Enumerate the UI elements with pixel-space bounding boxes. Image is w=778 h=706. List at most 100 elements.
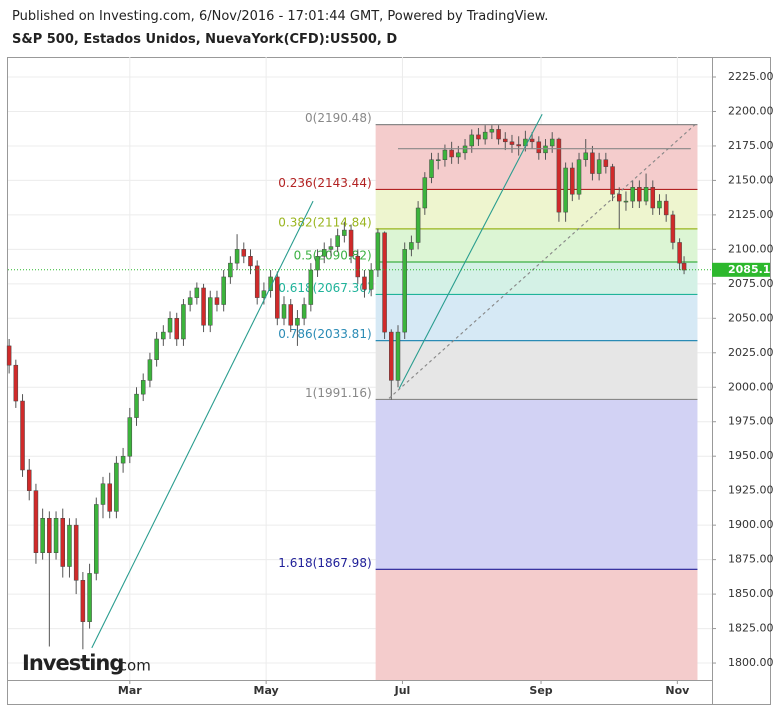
candle-body bbox=[382, 232, 387, 333]
candle-body bbox=[187, 297, 193, 305]
fib-band bbox=[375, 124, 698, 190]
candle-body bbox=[40, 518, 45, 553]
fib-label: 0.382(2114.84) bbox=[278, 215, 371, 229]
logo-suffix: .com bbox=[114, 657, 151, 675]
trend-line bbox=[388, 122, 698, 399]
candle-body bbox=[114, 462, 119, 512]
candle-body bbox=[576, 159, 582, 195]
candle-body bbox=[516, 144, 521, 147]
candle-body bbox=[100, 483, 106, 505]
candle-body bbox=[154, 338, 159, 360]
fib-band bbox=[375, 569, 698, 680]
x-tick-label: Mar bbox=[118, 684, 142, 697]
candle-body bbox=[181, 304, 186, 340]
last-price-label: 2085.18 bbox=[728, 263, 778, 276]
candle-body bbox=[657, 200, 662, 209]
candle-body bbox=[422, 177, 428, 209]
candle-body bbox=[368, 269, 374, 290]
fib-band bbox=[375, 228, 698, 263]
published-note: Published on Investing.com, 6/Nov/2016 -… bbox=[12, 9, 549, 24]
candle-body bbox=[456, 152, 461, 158]
candle-body bbox=[389, 331, 394, 381]
candle-body bbox=[476, 134, 481, 140]
candle-body bbox=[167, 318, 173, 333]
candle-body bbox=[321, 249, 327, 257]
candle-body bbox=[214, 297, 220, 305]
x-tick-label: Nov bbox=[665, 684, 690, 697]
candle-body bbox=[281, 304, 287, 319]
candle-body bbox=[47, 518, 52, 553]
logo-name: Investing bbox=[22, 651, 123, 675]
candle-body bbox=[241, 249, 247, 257]
candle-body bbox=[288, 304, 293, 326]
y-tick-label: 1800.00 bbox=[728, 656, 774, 669]
candle-body bbox=[681, 262, 687, 271]
candle-body bbox=[301, 304, 307, 319]
y-tick-label: 1950.00 bbox=[728, 449, 774, 462]
candle-body bbox=[610, 166, 615, 195]
candle-body bbox=[147, 359, 153, 381]
candle-body bbox=[509, 141, 515, 145]
candle-body bbox=[308, 269, 314, 305]
candle-body bbox=[342, 229, 347, 236]
y-tick-label: 1825.00 bbox=[728, 622, 774, 635]
candle-body bbox=[6, 345, 12, 366]
candle-body bbox=[523, 138, 528, 147]
candle-body bbox=[549, 138, 555, 147]
candle-body bbox=[650, 187, 656, 209]
y-tick-label: 2175.00 bbox=[728, 139, 774, 152]
candle-body bbox=[348, 229, 354, 257]
fib-label: 0.618(2067.30) bbox=[278, 281, 371, 295]
candle-body bbox=[670, 214, 676, 243]
candle-body bbox=[630, 187, 635, 202]
y-tick-label: 2200.00 bbox=[728, 104, 774, 117]
candle-body bbox=[449, 149, 454, 158]
candle-body bbox=[677, 242, 682, 264]
x-tick-label: Sep bbox=[529, 684, 552, 697]
candle-body bbox=[643, 187, 649, 202]
candle-body bbox=[395, 331, 401, 381]
chart-frame bbox=[7, 57, 771, 705]
y-tick-label: 1875.00 bbox=[728, 553, 774, 566]
candle-body bbox=[570, 167, 575, 195]
candle-body bbox=[402, 249, 407, 333]
y-tick-label: 1850.00 bbox=[728, 587, 774, 600]
y-tick-label: 2075.00 bbox=[728, 277, 774, 290]
candle-body bbox=[442, 149, 448, 160]
candle-body bbox=[73, 524, 79, 581]
candle-body bbox=[543, 145, 548, 154]
candle-body bbox=[335, 235, 340, 247]
candle-body bbox=[362, 276, 367, 290]
candle-body bbox=[134, 393, 139, 418]
fib-band bbox=[375, 399, 698, 570]
candle-body bbox=[409, 242, 414, 250]
candle-body bbox=[80, 580, 86, 622]
candle-body bbox=[375, 232, 381, 271]
trend-line bbox=[91, 200, 314, 649]
y-tick-label: 2025.00 bbox=[728, 346, 774, 359]
candle-body bbox=[261, 290, 267, 298]
candle-body bbox=[33, 490, 39, 553]
y-tick-label: 1900.00 bbox=[728, 518, 774, 531]
fib-label: 0(2190.48) bbox=[305, 111, 372, 125]
candle-body bbox=[617, 193, 622, 202]
candle-body bbox=[603, 159, 609, 167]
candle-body bbox=[161, 331, 166, 340]
candle-body bbox=[194, 287, 200, 298]
x-tick-label: May bbox=[254, 684, 279, 697]
y-tick-label: 2000.00 bbox=[728, 380, 774, 393]
candle-body bbox=[174, 318, 179, 340]
candle-body bbox=[67, 524, 72, 567]
candle-body bbox=[26, 469, 32, 491]
candle-body bbox=[87, 573, 92, 622]
candle-body bbox=[563, 167, 568, 213]
candle-body bbox=[13, 364, 19, 402]
candle-body bbox=[221, 276, 226, 305]
candle-body bbox=[53, 518, 59, 553]
candle-body bbox=[248, 256, 253, 267]
fib-band bbox=[375, 340, 698, 400]
candle-body bbox=[556, 138, 562, 213]
fib-label: 0.786(2033.81) bbox=[278, 327, 371, 341]
fib-label: 1.618(1867.98) bbox=[278, 556, 371, 570]
candle-body bbox=[503, 138, 508, 143]
